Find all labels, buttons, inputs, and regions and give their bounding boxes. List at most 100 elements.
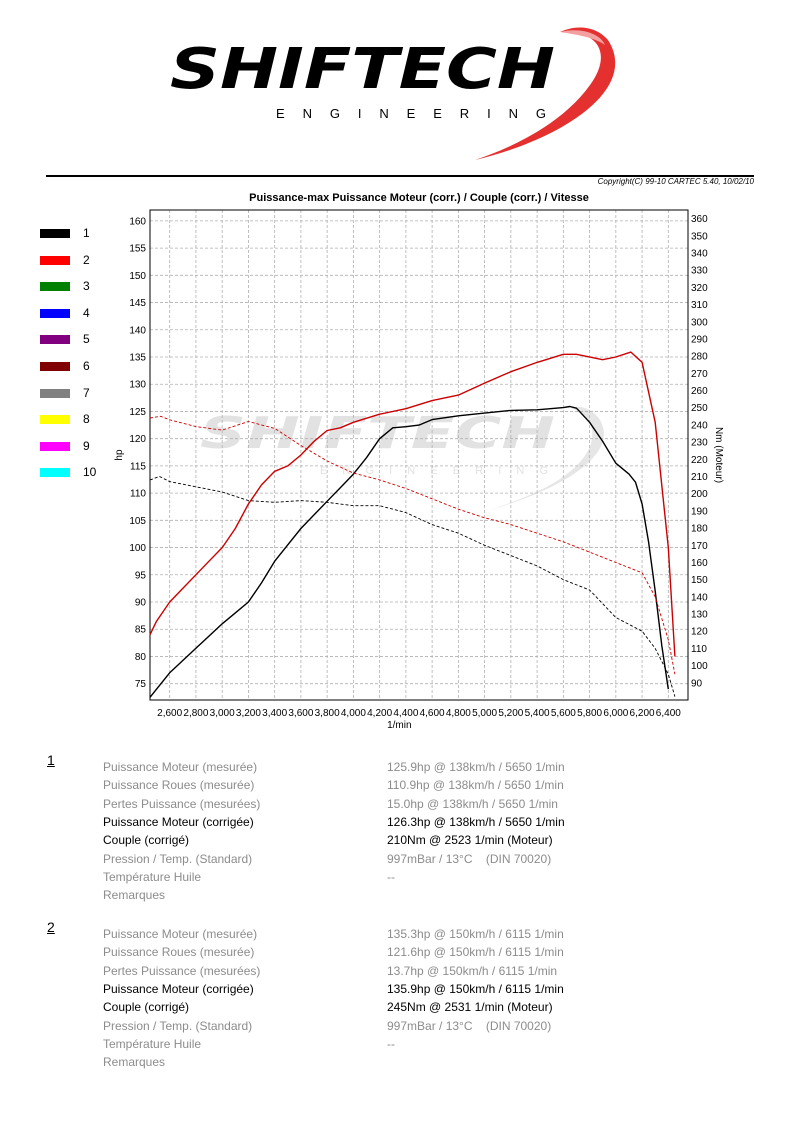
x-tick-label: 6,000	[603, 708, 628, 719]
y-left-tick-label: 85	[135, 625, 147, 636]
result-value: 121.6hp @ 150km/h / 6115 1/min	[387, 945, 564, 960]
x-tick-label: 5,200	[498, 708, 523, 719]
x-tick-label: 3,800	[315, 708, 340, 719]
y-right-tick-label: 110	[691, 644, 707, 655]
y-right-tick-label: 140	[691, 592, 708, 603]
y-right-tick-label: 120	[691, 627, 708, 638]
result-value: 135.3hp @ 150km/h / 6115 1/min	[387, 927, 564, 941]
y-left-tick-label: 100	[129, 543, 146, 554]
result-value: --	[387, 869, 395, 884]
result-label: Couple (corrigé)	[103, 833, 190, 848]
x-tick-label: 5,800	[577, 708, 602, 719]
series-2-torque-line	[149, 415, 676, 675]
x-tick-label: 4,400	[393, 708, 418, 719]
legend-label: 8	[83, 412, 90, 427]
watermark-subtitle: ENGINEERING	[320, 465, 548, 477]
result-value: 997mBar / 13°C (DIN 70020)	[387, 1018, 552, 1033]
result-label: Pertes Puissance (mesurées)	[103, 963, 261, 978]
result-label: Remarques	[103, 888, 166, 903]
y-left-tick-label: 150	[129, 271, 146, 282]
y-right-tick-label: 230	[691, 438, 708, 449]
legend-item: 3	[40, 279, 110, 306]
y-right-tick-label: 270	[691, 369, 708, 380]
y-right-tick-label: 90	[691, 678, 703, 689]
result-value: 210Nm @ 2523 1/min (Moteur)	[387, 833, 553, 848]
y-right-tick-label: 330	[691, 266, 708, 277]
legend-swatch	[40, 388, 70, 398]
y-right-tick-label: 320	[691, 283, 708, 294]
y-right-tick-label: 350	[691, 231, 708, 242]
legend: 1 2 3 4 5 6 7 8 9 10	[40, 226, 110, 492]
y-right-tick-label: 150	[691, 575, 708, 586]
copyright-text: Copyright(C) 99-10 CARTEC 5.40, 10/02/10	[597, 177, 754, 186]
result-label: Remarques	[103, 1055, 166, 1070]
y-right-tick-label: 210	[691, 472, 708, 483]
legend-swatch	[40, 361, 70, 371]
logo-swoosh-highlight	[560, 30, 605, 45]
watermark-swoosh	[490, 406, 604, 510]
y-right-tick-label: 190	[691, 506, 708, 517]
y-left-tick-label: 115	[130, 461, 146, 472]
series-1-torque-line	[149, 476, 676, 697]
x-tick-label: 6,400	[656, 708, 681, 719]
result-value: 15.0hp @ 138km/h / 5650 1/min	[387, 796, 558, 811]
y-left-tick-label: 155	[129, 244, 146, 255]
legend-item: 5	[40, 332, 110, 359]
y-right-tick-label: 250	[691, 403, 708, 414]
y-right-tick-label: 310	[691, 300, 708, 311]
result-label: Puissance Moteur (corrigée)	[103, 814, 254, 829]
y-left-tick-label: 90	[135, 598, 147, 609]
y-right-tick-label: 280	[691, 352, 708, 363]
legend-item: 1	[40, 226, 110, 253]
y-left-tick-label: 125	[129, 407, 146, 418]
result-label: Puissance Moteur (mesurée)	[103, 927, 258, 941]
result-label: Puissance Roues (mesurée)	[103, 778, 255, 793]
result-label: Puissance Roues (mesurée)	[103, 945, 255, 960]
legend-item: 9	[40, 439, 110, 466]
legend-item: 4	[40, 306, 110, 333]
result-value: 125.9hp @ 138km/h / 5650 1/min	[387, 760, 565, 774]
x-tick-label: 2,800	[183, 708, 208, 719]
watermark-brand: SHIFTECH	[200, 408, 555, 459]
y-left-axis-label: hp	[114, 449, 125, 461]
legend-label: 1	[83, 226, 90, 240]
legend-label: 3	[83, 279, 90, 294]
legend-swatch	[40, 308, 70, 318]
y-right-tick-label: 200	[691, 489, 708, 500]
result-value: --	[387, 1036, 395, 1051]
header-divider	[46, 175, 754, 177]
logo-brand: SHIFTECH	[170, 37, 555, 102]
x-tick-label: 5,000	[472, 708, 497, 719]
y-left-tick-label: 160	[129, 216, 146, 227]
legend-item: 7	[40, 386, 110, 413]
result-label: Puissance Moteur (mesurée)	[103, 760, 258, 774]
legend-label: 2	[83, 252, 90, 267]
result-value: 135.9hp @ 150km/h / 6115 1/min	[387, 981, 564, 996]
y-right-tick-label: 340	[691, 248, 708, 259]
result-value: 110.9hp @ 138km/h / 5650 1/min	[387, 778, 564, 793]
result-label: Couple (corrigé)	[103, 1000, 190, 1015]
y-right-tick-label: 220	[691, 455, 708, 466]
x-tick-label: 5,400	[525, 708, 550, 719]
result-value: 245Nm @ 2531 1/min (Moteur)	[387, 1000, 553, 1015]
y-left-tick-label: 140	[129, 325, 146, 336]
x-tick-label: 4,000	[341, 708, 366, 719]
legend-label: 4	[83, 305, 90, 320]
result-value: 126.3hp @ 138km/h / 5650 1/min	[387, 814, 565, 829]
x-tick-label: 3,600	[288, 708, 313, 719]
result-label: Puissance Moteur (corrigée)	[103, 981, 254, 996]
y-right-tick-label: 100	[691, 661, 708, 672]
run-number: 1	[47, 752, 55, 768]
result-label: Température Huile	[103, 1036, 202, 1051]
legend-item: 10	[40, 465, 110, 492]
result-value: 13.7hp @ 150km/h / 6115 1/min	[387, 963, 558, 978]
legend-label: 10	[83, 465, 97, 480]
legend-label: 7	[83, 385, 90, 400]
y-right-axis-label: Nm (Moteur)	[713, 427, 724, 483]
y-left-tick-label: 135	[129, 353, 146, 364]
x-tick-label: 4,600	[420, 708, 445, 719]
y-left-tick-label: 75	[135, 679, 147, 690]
series-2-power-line	[149, 351, 676, 657]
y-right-tick-label: 290	[691, 334, 708, 345]
